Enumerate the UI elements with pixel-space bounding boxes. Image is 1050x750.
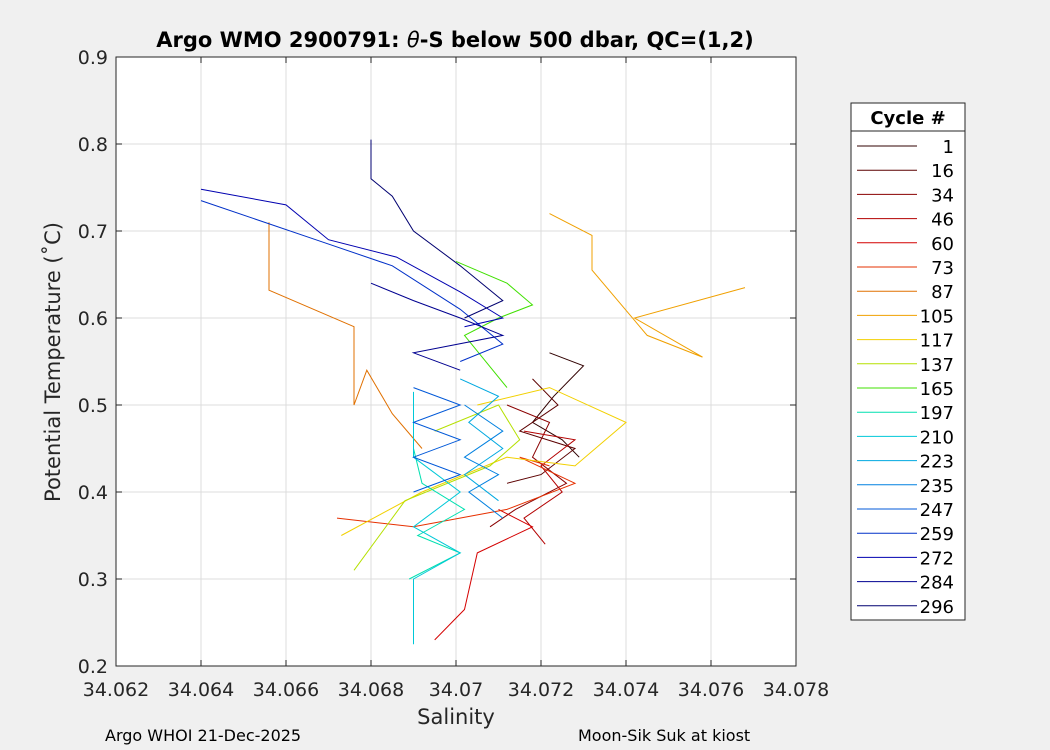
y-tick-label: 0.8 (78, 134, 108, 156)
legend-label-cycle-272: 272 (920, 548, 954, 569)
y-tick-label: 0.3 (78, 569, 108, 591)
legend-label-cycle-1: 1 (943, 137, 954, 158)
series-line-cycle-284 (370, 282, 505, 371)
legend-label-cycle-284: 284 (920, 573, 954, 594)
legend-box (850, 102, 966, 621)
legend-label-cycle-197: 197 (920, 403, 954, 424)
y-axis-ticks: 0.2 0.3 0.4 0.5 0.6 0.7 0.8 0.9 (78, 47, 796, 678)
legend-label-cycle-247: 247 (920, 500, 954, 521)
footer-right: Moon-Sik Suk at kiost (578, 726, 750, 745)
x-axis-ticks: 34.062 34.064 34.066 34.068 34.07 34.072 34.07… (83, 57, 829, 701)
legend-label-cycle-46: 46 (931, 210, 954, 231)
series-line-cycle-259 (200, 200, 504, 362)
footer-left: Argo WHOI 21-Dec-2025 (105, 726, 301, 745)
series-line-cycle-34 (489, 404, 568, 528)
legend-items: 1 16 34 46 60 73 87 105 117 137 165 197 210 223 235 247… (857, 137, 954, 618)
legend-label-cycle-16: 16 (931, 161, 954, 182)
series-line-cycle-165 (455, 260, 534, 388)
series-line-cycle-223 (459, 378, 504, 502)
x-tick-label: 34.076 (678, 679, 744, 701)
series-line-cycle-46 (523, 430, 577, 545)
legend-label-cycle-296: 296 (920, 597, 954, 618)
legend-label-cycle-165: 165 (920, 379, 954, 400)
y-tick-label: 0.5 (78, 395, 108, 417)
x-axis-label: Salinity (417, 705, 495, 729)
chart-title-prefix: Argo WMO 2900791: (156, 28, 407, 52)
x-tick-label: 34.072 (508, 679, 574, 701)
chart-title-suffix: -S below 500 dbar, QC=(1,2) (420, 28, 754, 52)
y-tick-label: 0.4 (78, 482, 108, 504)
legend-label-cycle-223: 223 (920, 452, 954, 473)
legend-label-cycle-259: 259 (920, 524, 954, 545)
legend-title: Cycle # (870, 108, 945, 129)
series-line-cycle-296 (370, 139, 504, 319)
y-tick-label: 0.2 (78, 656, 108, 678)
series-line-cycle-272 (200, 188, 505, 328)
series-line-cycle-16 (506, 378, 577, 484)
series-line-cycle-60 (434, 508, 534, 641)
chart-title: Argo WMO 2900791: θ-S below 500 dbar, QC… (156, 28, 753, 52)
x-tick-label: 34.066 (253, 679, 319, 701)
y-axis-label: Potential Temperature (˚C) (41, 222, 65, 502)
legend-label-cycle-117: 117 (920, 331, 954, 352)
x-tick-label: 34.064 (168, 679, 234, 701)
series-line-cycle-1 (531, 352, 585, 458)
y-tick-label: 0.7 (78, 221, 108, 243)
x-tick-label: 34.078 (763, 679, 829, 701)
y-tick-label: 0.9 (78, 47, 108, 69)
legend-label-cycle-105: 105 (920, 306, 954, 327)
legend-label-cycle-60: 60 (931, 234, 954, 255)
legend-label-cycle-210: 210 (920, 427, 954, 448)
legend-label-cycle-87: 87 (931, 282, 954, 303)
series-line-cycle-105 (549, 213, 746, 358)
x-tick-label: 34.068 (338, 679, 404, 701)
legend-label-cycle-137: 137 (920, 355, 954, 376)
series-line-cycle-73 (336, 456, 577, 528)
x-tick-label: 34.074 (593, 679, 659, 701)
legend-label-cycle-34: 34 (931, 185, 954, 206)
series-line-cycle-137 (353, 404, 521, 571)
series-line-cycle-235 (463, 404, 504, 519)
x-tick-label: 34.07 (429, 679, 483, 701)
series-line-cycle-117 (341, 387, 627, 536)
x-tick-label: 34.062 (83, 679, 149, 701)
series-layer (200, 139, 746, 645)
legend-label-cycle-235: 235 (920, 476, 954, 497)
series-line-cycle-87 (268, 222, 423, 449)
chart-title-theta: θ (407, 28, 420, 52)
legend: Cycle # 1 16 34 46 60 73 87 105 117 137 165 197 210 2… (850, 102, 966, 621)
series-line-cycle-247 (412, 387, 462, 493)
y-tick-label: 0.6 (78, 308, 108, 330)
legend-label-cycle-73: 73 (931, 258, 954, 279)
